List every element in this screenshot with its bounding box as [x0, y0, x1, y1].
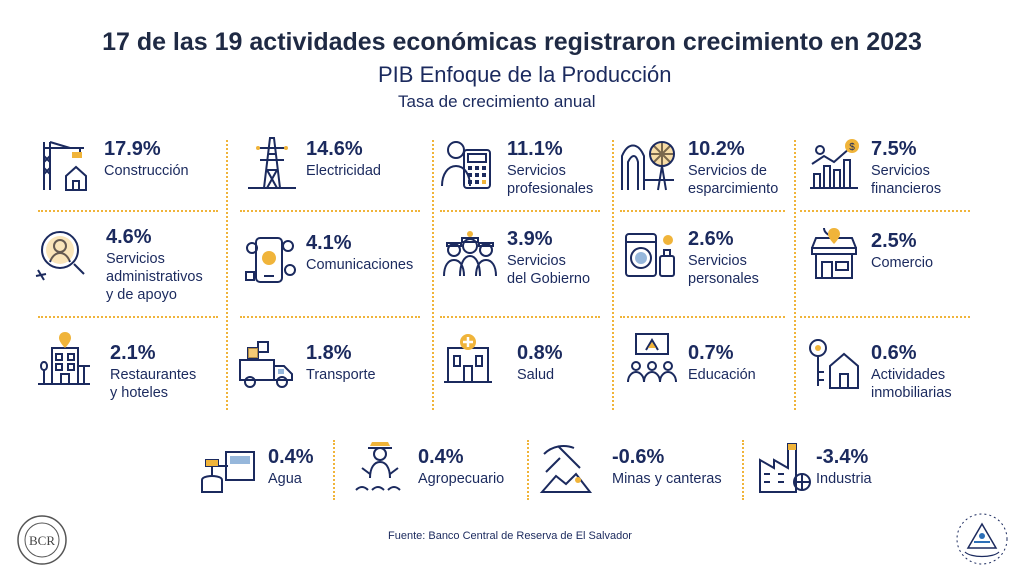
- admin-support-icon: [34, 226, 90, 282]
- sector-label: Agua: [268, 471, 302, 487]
- growth-rate: 0.7%: [688, 342, 734, 364]
- growth-rate: 0.4%: [268, 446, 314, 468]
- sector-label: Servicios personales: [688, 253, 759, 287]
- page-subtitle: PIB Enfoque de la Producción: [378, 62, 672, 87]
- row-divider: [800, 210, 970, 212]
- sector-label: Electricidad: [306, 163, 381, 179]
- row-divider: [38, 210, 218, 212]
- construction-crane-house-icon: [36, 136, 92, 192]
- el-salvador-coat-of-arms-logo: [955, 512, 1009, 566]
- growth-rate: 1.8%: [306, 342, 352, 364]
- government-officers-icon: [442, 226, 498, 282]
- growth-rate: 7.5%: [871, 138, 917, 160]
- sector-label: Transporte: [306, 367, 376, 383]
- hospital-icon: [440, 330, 496, 386]
- sector-label: Construcción: [104, 163, 189, 179]
- professional-calculator-icon: [440, 136, 496, 192]
- sector-label: Agropecuario: [418, 471, 505, 487]
- sector-label: Servicios administrativos y de apoyo: [106, 251, 203, 303]
- sector-label: Comunicaciones: [306, 257, 414, 273]
- growth-rate: 2.5%: [871, 230, 917, 252]
- row-divider: [240, 210, 420, 212]
- row-divider: [240, 316, 420, 318]
- growth-rate: 0.4%: [418, 446, 464, 468]
- washing-machine-icon: [622, 226, 678, 282]
- row-divider: [800, 316, 970, 318]
- house-key-icon: [806, 336, 862, 392]
- row-divider: [440, 210, 600, 212]
- row-divider: [620, 210, 785, 212]
- sector-label: Servicios profesionales: [507, 163, 594, 197]
- growth-rate: 2.6%: [688, 228, 734, 250]
- sector-label: Salud: [517, 367, 555, 383]
- farmer-icon: [352, 440, 408, 496]
- growth-rate: 4.1%: [306, 232, 352, 254]
- column-divider: [527, 440, 529, 500]
- growth-rate: -0.6%: [612, 446, 665, 468]
- growth-rate: 2.1%: [110, 342, 156, 364]
- column-divider: [226, 140, 228, 410]
- growth-rate: 14.6%: [306, 138, 363, 160]
- sector-label: Servicios de esparcimiento: [688, 163, 779, 197]
- svg-text:$: $: [849, 142, 855, 153]
- financial-chart-icon: $: [806, 136, 862, 192]
- amusement-park-icon: [620, 136, 676, 192]
- sector-label: Industria: [816, 471, 872, 487]
- page-title: 17 de las 19 actividades económicas regi…: [102, 28, 922, 56]
- growth-rate: 4.6%: [106, 226, 152, 248]
- bcr-seal-logo: BCR: [16, 514, 68, 566]
- sector-label: Servicios financieros: [871, 163, 942, 197]
- sector-label: Servicios del Gobierno: [507, 253, 591, 287]
- column-divider: [432, 140, 434, 410]
- sector-label: Educación: [688, 367, 756, 383]
- growth-rate: 10.2%: [688, 138, 745, 160]
- sector-label: Comercio: [871, 255, 934, 271]
- column-divider: [333, 440, 335, 500]
- smartphone-share-icon: [242, 232, 298, 288]
- water-plant-icon: [200, 440, 256, 496]
- store-icon: [806, 226, 862, 282]
- growth-rate: 0.6%: [871, 342, 917, 364]
- page-caption: Tasa de crecimiento anual: [398, 92, 596, 111]
- classroom-icon: [624, 330, 680, 386]
- column-divider: [612, 140, 614, 410]
- growth-rate: -3.4%: [816, 446, 869, 468]
- row-divider: [620, 316, 785, 318]
- sector-label: Minas y canteras: [612, 471, 722, 487]
- power-tower-icon: [244, 134, 300, 190]
- sector-label: Actividades inmobiliarias: [871, 367, 952, 401]
- source-note: Fuente: Banco Central de Reserva de El S…: [388, 530, 632, 542]
- hotel-building-icon: [36, 330, 92, 386]
- growth-rate: 0.8%: [517, 342, 563, 364]
- column-divider: [742, 440, 744, 500]
- row-divider: [440, 316, 600, 318]
- sector-label: Restaurantes y hoteles: [110, 367, 197, 401]
- factory-icon: [756, 440, 812, 496]
- growth-rate: 3.9%: [507, 228, 553, 250]
- column-divider: [794, 140, 796, 410]
- pickaxe-icon: [538, 440, 594, 496]
- svg-text:BCR: BCR: [29, 533, 55, 548]
- delivery-truck-icon: [238, 336, 294, 392]
- row-divider: [38, 316, 218, 318]
- growth-rate: 11.1%: [507, 138, 563, 160]
- growth-rate: 17.9%: [104, 138, 161, 160]
